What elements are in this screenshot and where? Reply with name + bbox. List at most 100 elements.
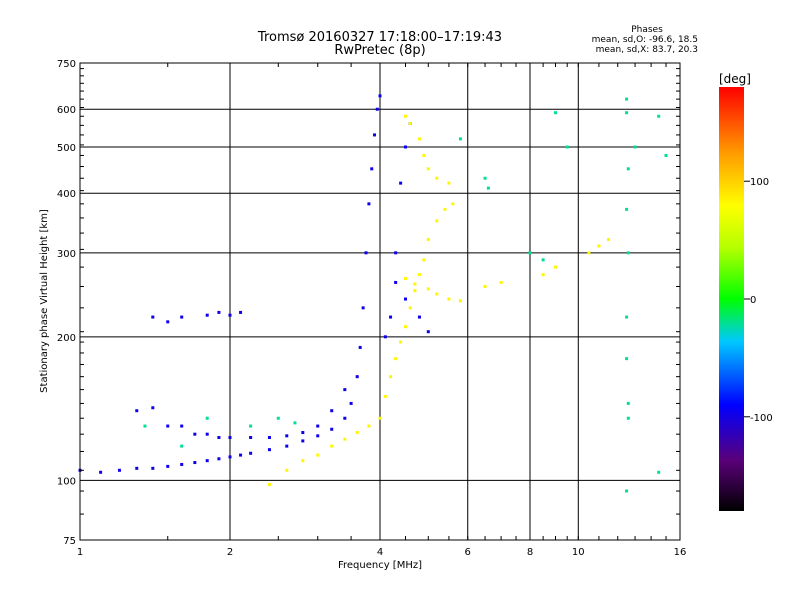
echo-point (625, 207, 629, 211)
echo-point (426, 330, 430, 334)
echo-point (205, 459, 209, 463)
y-tick-label: 100 (57, 476, 76, 487)
echo-point (249, 436, 253, 440)
echo-point (633, 145, 637, 149)
y-tick-label: 500 (57, 143, 76, 154)
echo-point (565, 145, 569, 149)
echo-point (417, 315, 421, 319)
echo-point (293, 421, 297, 425)
echo-point (180, 462, 184, 466)
colorbar (719, 87, 744, 511)
x-axis-ticks: 1 2 4 6 8 10 16 (77, 63, 686, 558)
echo-point (378, 416, 382, 420)
echo-point (135, 409, 139, 413)
echo-point (228, 455, 232, 459)
y-tick-label: 750 (57, 59, 76, 70)
colorbar-label: [deg] (719, 72, 751, 86)
echo-point (205, 416, 209, 420)
echo-point (626, 401, 630, 405)
colorbar-ticks: 100 0 -100 (744, 177, 773, 424)
echo-point (458, 137, 462, 141)
echo-point (367, 424, 371, 428)
echo-point (625, 315, 629, 319)
echo-point (316, 424, 320, 428)
y-tick-label: 75 (63, 536, 76, 547)
echo-point (625, 111, 629, 115)
echo-point (499, 280, 503, 284)
echo-point (151, 406, 155, 410)
colorbar-tick-label: 100 (750, 177, 769, 188)
echo-point (180, 315, 184, 319)
echo-point (664, 153, 668, 157)
echo-point (343, 437, 347, 441)
x-axis-label: Frequency [MHz] (338, 560, 422, 571)
echo-point (486, 186, 490, 190)
echo-point (343, 416, 347, 420)
echo-point (607, 237, 611, 241)
echo-point (267, 448, 271, 452)
echo-point (541, 258, 545, 262)
echo-point (626, 167, 630, 171)
echo-point (426, 287, 430, 291)
echo-point (389, 375, 393, 379)
chart-title: Tromsø 20160327 17:18:00–17:19:43 (257, 30, 502, 45)
echo-point (166, 464, 170, 468)
echo-point (657, 470, 661, 474)
colorbar-tick-label: 0 (750, 295, 756, 306)
echo-point (403, 114, 407, 118)
echo-point (180, 444, 184, 448)
echo-point (403, 325, 407, 329)
echo-point (228, 313, 232, 317)
echo-point (361, 306, 365, 310)
echo-point (358, 345, 362, 349)
echo-point (435, 292, 439, 296)
echo-point (330, 409, 334, 413)
echo-point (435, 176, 439, 180)
echo-point (383, 394, 387, 398)
echo-point (301, 431, 305, 435)
echo-point (355, 431, 359, 435)
phase-stats-title: Phases (631, 25, 663, 35)
echo-point (394, 357, 398, 361)
y-axis-ticks: 75 100 200 300 400 500 600 750 (57, 59, 680, 547)
echo-point (399, 181, 403, 185)
echo-point (383, 335, 387, 339)
echo-point (193, 432, 197, 436)
colorbar-tick-label: -100 (750, 413, 773, 424)
echo-point (249, 451, 253, 455)
echo-point (389, 315, 393, 319)
echo-point (422, 153, 426, 157)
echo-point (399, 340, 403, 344)
echo-point (151, 315, 155, 319)
echo-point (413, 282, 417, 286)
x-tick-label: 10 (572, 547, 585, 558)
echo-point (316, 453, 320, 457)
echo-point (217, 436, 221, 440)
echo-point (625, 357, 629, 361)
echo-point (239, 453, 243, 457)
echo-point (408, 122, 412, 126)
echo-point (267, 483, 271, 487)
x-tick-label: 4 (377, 547, 383, 558)
echo-point (143, 424, 147, 428)
echo-point (217, 457, 221, 461)
echo-point (541, 273, 545, 277)
echo-point (166, 424, 170, 428)
echo-point (267, 436, 271, 440)
echo-point (443, 207, 447, 211)
y-axis-label: Stationary phase Virtual Height [km] (39, 209, 50, 393)
echo-point (597, 244, 601, 248)
echo-point (413, 289, 417, 293)
echo-point (367, 202, 371, 206)
echo-point (166, 320, 170, 324)
echo-point (417, 137, 421, 141)
echo-point (403, 297, 407, 301)
echo-point (285, 434, 289, 438)
grid-lines (80, 63, 680, 540)
echo-point (403, 145, 407, 149)
echo-point (370, 167, 374, 171)
phase-stats-x: mean, sd,X: 83.7, 20.3 (596, 45, 698, 55)
echo-point (285, 468, 289, 472)
echo-point (394, 251, 398, 255)
